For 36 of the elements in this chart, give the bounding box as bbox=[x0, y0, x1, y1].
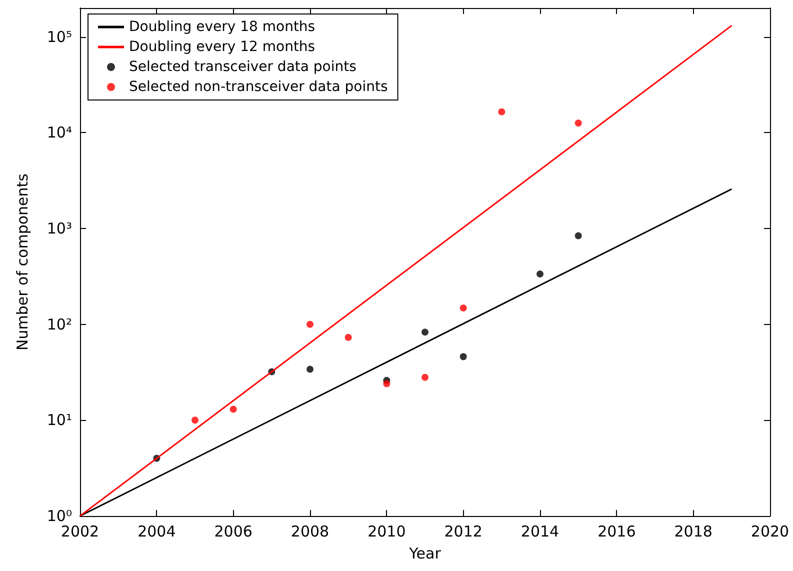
x-tick-label: 2012 bbox=[444, 522, 482, 540]
x-tick-label: 2004 bbox=[138, 522, 176, 540]
legend-label: Doubling every 18 months bbox=[129, 19, 316, 35]
point bbox=[574, 120, 582, 127]
point bbox=[422, 374, 428, 381]
point bbox=[306, 366, 314, 373]
point bbox=[574, 232, 582, 240]
y-axis-title: Number of components bbox=[14, 173, 32, 350]
legend-label: Selected transceiver data points bbox=[129, 59, 356, 75]
point bbox=[460, 304, 467, 312]
point bbox=[422, 328, 428, 336]
point bbox=[460, 353, 467, 360]
point bbox=[383, 380, 390, 388]
point bbox=[230, 406, 237, 413]
y-tick-label: 10³ bbox=[46, 220, 72, 238]
x-tick-label: 2018 bbox=[674, 522, 712, 540]
x-tick-label: 2016 bbox=[598, 522, 636, 540]
point bbox=[306, 320, 314, 328]
point bbox=[498, 108, 506, 116]
x-tick-label: 2014 bbox=[520, 522, 560, 540]
x-tick-label: 2008 bbox=[290, 522, 330, 540]
y-tick-label: 10⁰ bbox=[46, 507, 72, 525]
y-tick-label: 10⁵ bbox=[46, 28, 72, 46]
x-tick-label: 2002 bbox=[60, 522, 100, 540]
legend-label: Selected non-transceiver data points bbox=[129, 79, 388, 95]
x-tick-label: 2020 bbox=[750, 522, 790, 540]
point bbox=[536, 270, 544, 278]
y-tick-label: 10² bbox=[46, 315, 72, 334]
x-axis-title: Year bbox=[408, 544, 442, 562]
point bbox=[344, 334, 352, 341]
point bbox=[192, 416, 198, 424]
y-tick-label: 10⁴ bbox=[46, 124, 72, 142]
x-tick-label: 2010 bbox=[368, 522, 406, 540]
y-tick-label: 10¹ bbox=[46, 411, 72, 430]
x-tick-label: 2006 bbox=[214, 522, 252, 540]
legend-label: Doubling every 12 months bbox=[129, 39, 316, 55]
